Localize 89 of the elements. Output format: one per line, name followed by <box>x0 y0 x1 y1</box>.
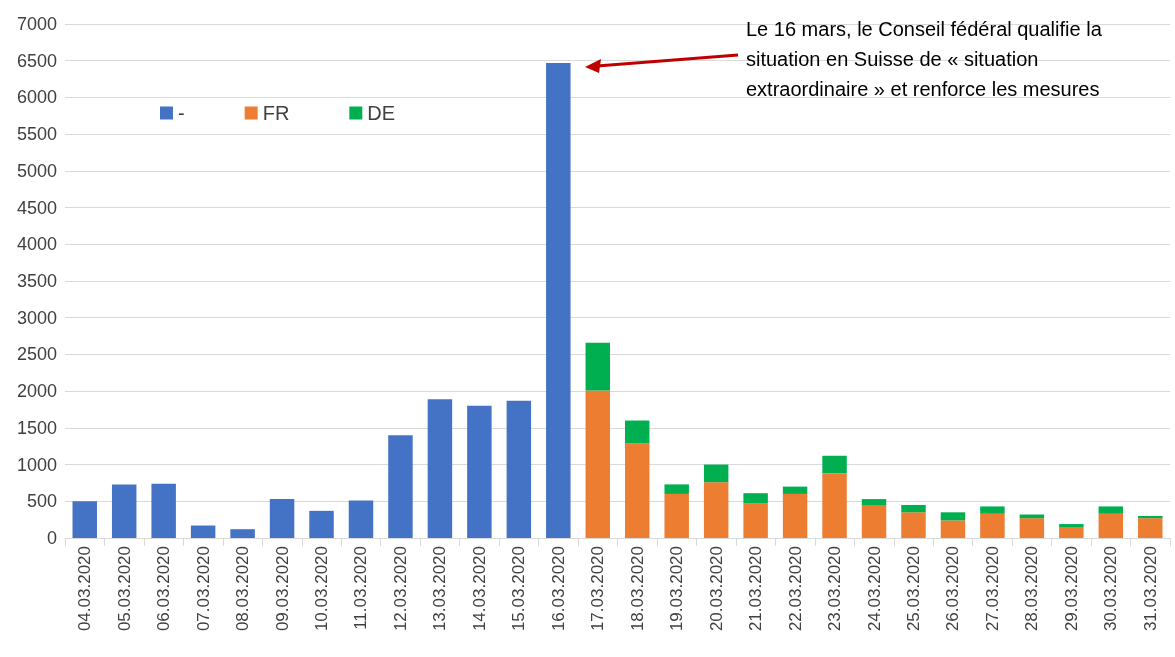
bar <box>546 62 571 538</box>
y-tick-label: 4500 <box>16 197 57 218</box>
bar <box>861 505 887 538</box>
y-tick-label: 5500 <box>16 124 57 145</box>
x-tick-label: 17.03.2020 <box>588 546 608 632</box>
y-tick-label: 2500 <box>16 344 57 365</box>
bar <box>901 504 926 513</box>
bar <box>1098 506 1124 514</box>
x-tick-label: 12.03.2020 <box>390 546 410 632</box>
y-tick-label: 1500 <box>16 417 57 438</box>
bar <box>1098 513 1124 538</box>
bar <box>1059 526 1084 538</box>
x-tick-label: 26.03.2020 <box>943 546 963 632</box>
x-tick-label: 30.03.2020 <box>1101 546 1121 632</box>
bar <box>1138 515 1163 519</box>
bar <box>72 501 97 538</box>
bar <box>309 510 334 538</box>
x-tick-label: 31.03.2020 <box>1140 546 1160 632</box>
x-tick-label: 20.03.2020 <box>706 546 726 632</box>
bar <box>269 499 295 538</box>
y-tick-label: 4000 <box>16 234 57 255</box>
bar <box>625 443 650 538</box>
bar <box>427 399 453 538</box>
x-tick-label: 16.03.2020 <box>548 546 568 632</box>
bar <box>467 405 492 538</box>
x-tick-label: 25.03.2020 <box>903 546 923 632</box>
x-tick-label: 23.03.2020 <box>825 546 845 632</box>
x-tick-label: 14.03.2020 <box>469 546 489 632</box>
x-tick-label: 05.03.2020 <box>114 546 134 632</box>
bar <box>822 455 847 474</box>
bar <box>388 435 413 538</box>
y-tick-label: 1000 <box>16 454 57 475</box>
bar <box>111 484 137 538</box>
x-tick-label: 27.03.2020 <box>982 546 1002 632</box>
x-tick-label: 07.03.2020 <box>193 546 213 632</box>
bar <box>861 499 887 506</box>
y-tick-label: 500 <box>26 491 57 512</box>
x-tick-label: 11.03.2020 <box>351 546 371 630</box>
bar <box>664 493 689 538</box>
y-tick-label: 6000 <box>16 87 57 108</box>
x-tick-label: 29.03.2020 <box>1061 546 1081 632</box>
bar <box>1059 524 1084 527</box>
y-tick-label: 7000 <box>16 14 57 34</box>
bar <box>703 482 729 538</box>
x-tick-label: 15.03.2020 <box>509 546 529 632</box>
y-tick-label: 3500 <box>16 271 57 291</box>
bar <box>230 529 255 538</box>
x-tick-label: 08.03.2020 <box>233 546 253 632</box>
x-tick-label: 22.03.2020 <box>785 546 805 632</box>
bar <box>782 493 808 538</box>
x-tick-label: 10.03.2020 <box>312 546 332 632</box>
y-tick-label: 5000 <box>16 160 57 181</box>
x-tick-label: 13.03.2020 <box>430 546 450 632</box>
legend-label: - <box>178 102 185 124</box>
x-tick-label: 28.03.2020 <box>1022 546 1042 632</box>
bar <box>743 493 768 504</box>
y-tick-label: 2000 <box>16 381 57 402</box>
bar <box>1019 518 1045 538</box>
bar <box>625 420 650 444</box>
bar <box>980 506 1005 514</box>
x-tick-label: 24.03.2020 <box>864 546 884 632</box>
bar <box>585 390 610 538</box>
bar <box>980 513 1005 538</box>
legend-label: DE <box>367 102 396 124</box>
bar <box>743 503 768 538</box>
bar <box>822 473 847 538</box>
bar <box>664 484 689 494</box>
bar <box>190 525 216 538</box>
bar <box>1138 518 1163 538</box>
x-tick-label: 18.03.2020 <box>627 546 647 632</box>
x-tick-label: 21.03.2020 <box>746 546 766 632</box>
legend-label: FR <box>262 102 290 124</box>
x-tick-label: 06.03.2020 <box>154 546 174 632</box>
y-tick-label: 6500 <box>16 50 57 71</box>
y-tick-label: 3000 <box>16 307 57 328</box>
bar <box>585 342 610 391</box>
bar <box>782 486 808 494</box>
bar <box>901 512 926 538</box>
bar <box>348 500 374 538</box>
bar <box>940 512 966 521</box>
bar <box>703 464 729 483</box>
x-tick-label: 19.03.2020 <box>667 546 687 632</box>
x-tick-label: 04.03.2020 <box>75 546 95 632</box>
y-tick-label: 0 <box>46 528 57 548</box>
bar <box>506 400 532 538</box>
bar <box>940 520 966 538</box>
x-tick-label: 09.03.2020 <box>272 546 292 632</box>
bar <box>151 483 176 538</box>
annotation: Le 16 mars, le Conseil fédéral qualifie la situation en Suisse de « situation extraordinaire » et renforce les mesures <box>746 17 1103 102</box>
